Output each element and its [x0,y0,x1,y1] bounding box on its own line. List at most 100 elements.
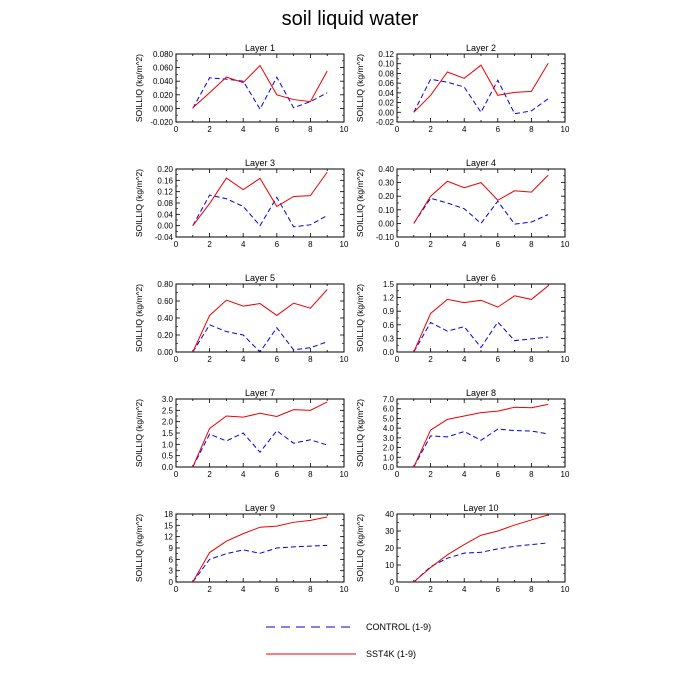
legend: CONTROL (1-9) SST4K (1-9) [266,622,431,659]
y-tick-label: 6 [169,555,174,564]
x-tick-label: 2 [207,355,212,364]
y-tick-label: -0.04 [155,233,174,242]
y-axis-label: SOILLIQ (kg/m^2) [134,54,144,122]
series-line-control [192,76,328,111]
x-tick-label: 10 [340,125,349,134]
panel-7: Layer 7 0 2 4 6 8 10 0.0 0.5 1.0 1.5 2.0 2.5 3.0 SOILL… [134,388,349,479]
x-tick-label: 4 [462,585,467,594]
x-tick-label: 8 [529,125,534,134]
x-tick-label: 6 [496,585,501,594]
series-line-sst4k [192,289,328,353]
plot-frame [396,513,566,583]
x-tick-label: 10 [340,585,349,594]
x-tick-label: 4 [462,470,467,479]
x-tick-label: 8 [529,585,534,594]
y-tick-label: -0.02 [376,118,395,127]
y-axis-label: SOILLIQ (kg/m^2) [355,54,365,122]
y-axis-label: SOILLIQ (kg/m^2) [134,284,144,352]
x-tick-label: 10 [561,585,570,594]
y-tick-label: 0.10 [378,60,394,69]
x-tick-label: 10 [340,240,349,249]
x-tick-label: 8 [308,470,313,479]
plot-frame [175,283,345,353]
plot-frame [175,53,345,123]
x-tick-label: 2 [428,355,433,364]
x-tick-label: 0 [174,240,179,249]
y-axis-label: SOILLIQ (kg/m^2) [134,399,144,467]
x-tick-label: 8 [308,585,313,594]
panel-title: Layer 2 [466,43,496,53]
x-tick-label: 4 [241,585,246,594]
y-tick-label: 1.5 [162,429,174,438]
x-tick-label: 0 [174,585,179,594]
x-tick-label: 2 [428,125,433,134]
y-tick-label: 10 [385,561,394,570]
x-tick-label: 6 [496,125,501,134]
x-tick-label: 0 [174,125,179,134]
y-tick-label: 0.04 [157,210,173,219]
y-tick-label: 1.5 [383,280,395,289]
x-tick-label: 2 [428,240,433,249]
x-tick-label: 10 [561,355,570,364]
y-axis-label: SOILLIQ (kg/m^2) [355,169,365,237]
y-tick-label: 0.9 [383,307,395,316]
x-tick-label: 10 [340,355,349,364]
panel-2: Layer 20 2 4 6 8 10-0.020.000.020.040.060.080… [355,43,570,134]
panel-title: Layer 3 [245,158,275,168]
x-tick-label: 0 [395,125,400,134]
panel-5: Layer 5 0 2 4 6 8 10 0.00 0.20 0.40 0.60 0.80 SOILLI… [134,273,349,364]
y-tick-label: 0.40 [157,314,173,323]
y-tick-label: 0.5 [162,452,174,461]
y-tick-label: 0.00 [378,219,394,228]
y-tick-label: 2.0 [162,418,174,427]
x-tick-label: 4 [462,240,467,249]
series-line-sst4k [413,174,549,224]
x-tick-label: 4 [241,470,246,479]
y-tick-label: -0.020 [150,118,173,127]
y-tick-label: 0.3 [383,334,395,343]
panel-title: Layer 8 [466,388,496,398]
y-tick-label: 0.060 [153,64,174,73]
page-title: soil liquid water [281,8,419,30]
y-tick-label: 0.00 [157,222,173,231]
series-line-sst4k [192,171,328,226]
y-tick-label: 6.0 [383,405,395,414]
y-tick-label: 15 [164,521,173,530]
series-line-control [192,324,328,353]
y-tick-label: 0.080 [153,50,174,59]
y-tick-label: 0.30 [378,179,394,188]
y-tick-label: 0 [390,578,395,587]
x-tick-label: 6 [496,240,501,249]
panel-title: Layer 9 [245,503,275,513]
panel-1: Layer 1 0 2 4 6 8 10 -0.020 0.000 0.020 0.040 0.060… [134,43,349,134]
series-line-control [413,542,549,583]
x-tick-label: 0 [395,470,400,479]
y-tick-label: 2.5 [162,406,174,415]
y-tick-label: 0.00 [378,108,394,117]
x-tick-label: 2 [207,125,212,134]
y-tick-label: 0.08 [157,199,173,208]
y-tick-label: 3.0 [162,395,174,404]
legend-label: CONTROL (1-9) [366,622,431,632]
plot-frame [175,513,345,583]
legend-label: SST4K (1-9) [366,649,416,659]
y-tick-label: 18 [164,510,173,519]
y-tick-label: 1.0 [383,453,395,462]
y-tick-label: 0.12 [378,50,394,59]
panel-8: Layer 8 0 2 4 6 8 10 0.01.02.03.04.05.06.07.0 SO… [355,388,570,479]
y-tick-label: 2.0 [383,444,395,453]
series-line-sst4k [192,401,328,468]
plot-frame [175,398,345,468]
x-tick-label: 8 [308,355,313,364]
y-axis-label: SOILLIQ (kg/m^2) [355,284,365,352]
series-line-control [413,321,549,353]
x-tick-label: 6 [275,470,280,479]
y-axis-label: SOILLIQ (kg/m^2) [355,514,365,582]
x-tick-label: 6 [275,355,280,364]
x-tick-label: 6 [496,470,501,479]
x-tick-label: 0 [395,585,400,594]
y-tick-label: 0.60 [157,297,173,306]
series-line-control [192,544,328,583]
